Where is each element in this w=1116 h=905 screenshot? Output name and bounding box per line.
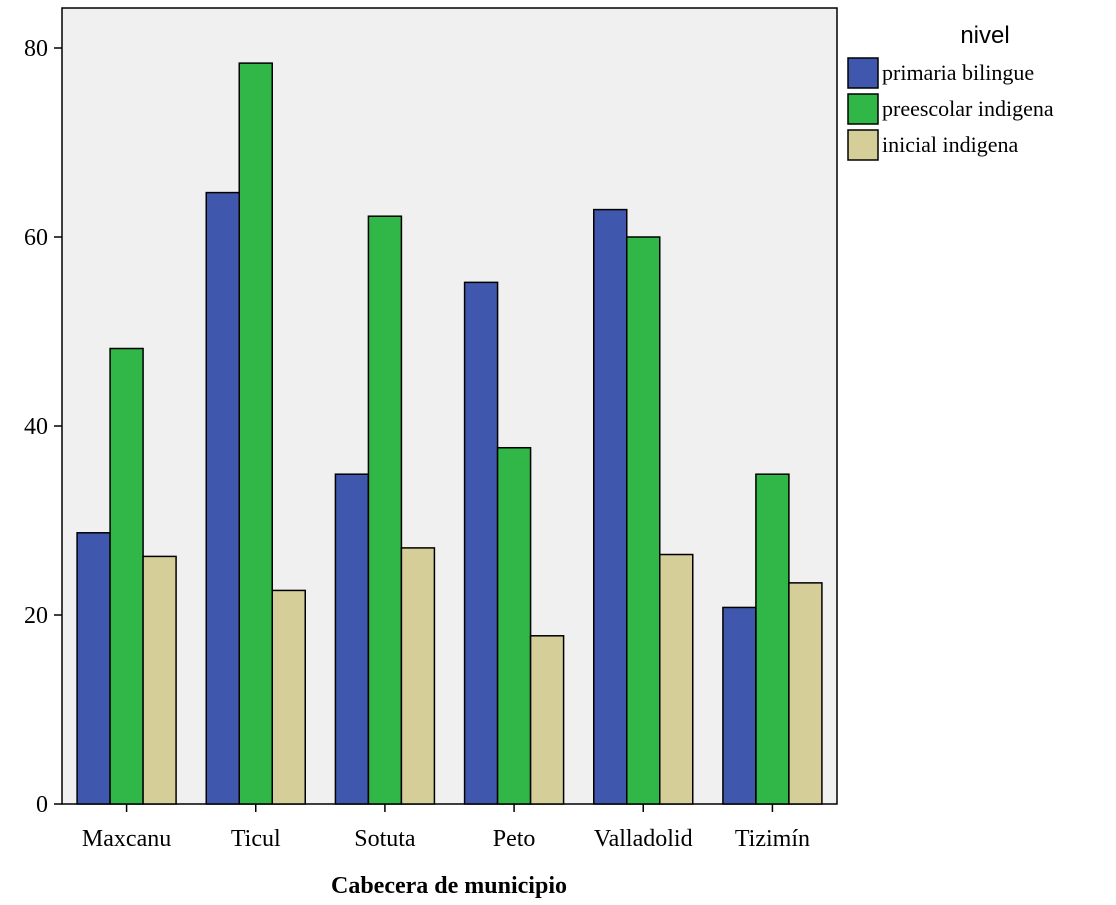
bar-preescolar-indigena-maxcanu	[109, 347, 144, 805]
y-axis: 0 20 40 60 80	[24, 36, 62, 818]
legend-swatch	[847, 93, 879, 125]
y-tick-label: 80	[24, 36, 48, 62]
bar-inicial-indigena-peto	[529, 635, 565, 805]
bars-group	[76, 62, 823, 805]
x-axis: Maxcanu Ticul Sotuta Peto Valladolid Tizimín	[82, 804, 810, 852]
x-axis-title: Cabecera de municipio	[331, 873, 567, 899]
bar-primaria-bilingue-valladolid	[593, 208, 628, 805]
bar-primaria-bilingue-ticul	[205, 191, 240, 805]
legend: nivel primaria bilingue preescolar indige…	[847, 22, 1054, 161]
bar-primaria-bilingue-sotuta	[334, 473, 370, 805]
legend-title: nivel	[960, 22, 1009, 49]
bar-inicial-indigena-tizimín	[788, 582, 823, 805]
legend-label: preescolar indigena	[882, 96, 1054, 121]
bar-preescolar-indigena-ticul	[238, 62, 273, 805]
y-tick-label: 40	[24, 414, 48, 440]
legend-label: inicial indigena	[882, 132, 1018, 157]
bar-preescolar-indigena-tizimín	[755, 473, 790, 805]
x-tick-label: Tizimín	[735, 826, 810, 852]
bar-primaria-bilingue-tizimín	[722, 606, 757, 805]
legend-swatch	[847, 129, 879, 161]
legend-items: primaria bilingue preescolar indigena inic…	[847, 57, 1054, 161]
legend-label: primaria bilingue	[882, 60, 1034, 85]
x-tick-label: Sotuta	[354, 826, 416, 852]
bar-inicial-indigena-sotuta	[400, 547, 436, 805]
bar-preescolar-indigena-peto	[496, 446, 532, 805]
bar-primaria-bilingue-maxcanu	[76, 532, 111, 805]
bar-inicial-indigena-ticul	[271, 589, 306, 805]
plot-area	[61, 7, 838, 805]
x-tick-label: Ticul	[231, 826, 281, 852]
x-tick-label: Valladolid	[594, 826, 693, 852]
y-tick-label: 0	[36, 792, 48, 818]
y-tick-label: 60	[24, 225, 48, 251]
bar-preescolar-indigena-sotuta	[367, 215, 403, 805]
legend-swatch	[847, 57, 879, 89]
x-tick-label: Maxcanu	[82, 826, 171, 852]
y-tick-label: 20	[24, 603, 48, 629]
bar-preescolar-indigena-valladolid	[626, 236, 661, 805]
x-tick-label: Peto	[493, 826, 536, 852]
bar-inicial-indigena-maxcanu	[142, 555, 177, 805]
bar-primaria-bilingue-peto	[463, 281, 499, 805]
bar-inicial-indigena-valladolid	[659, 553, 694, 805]
